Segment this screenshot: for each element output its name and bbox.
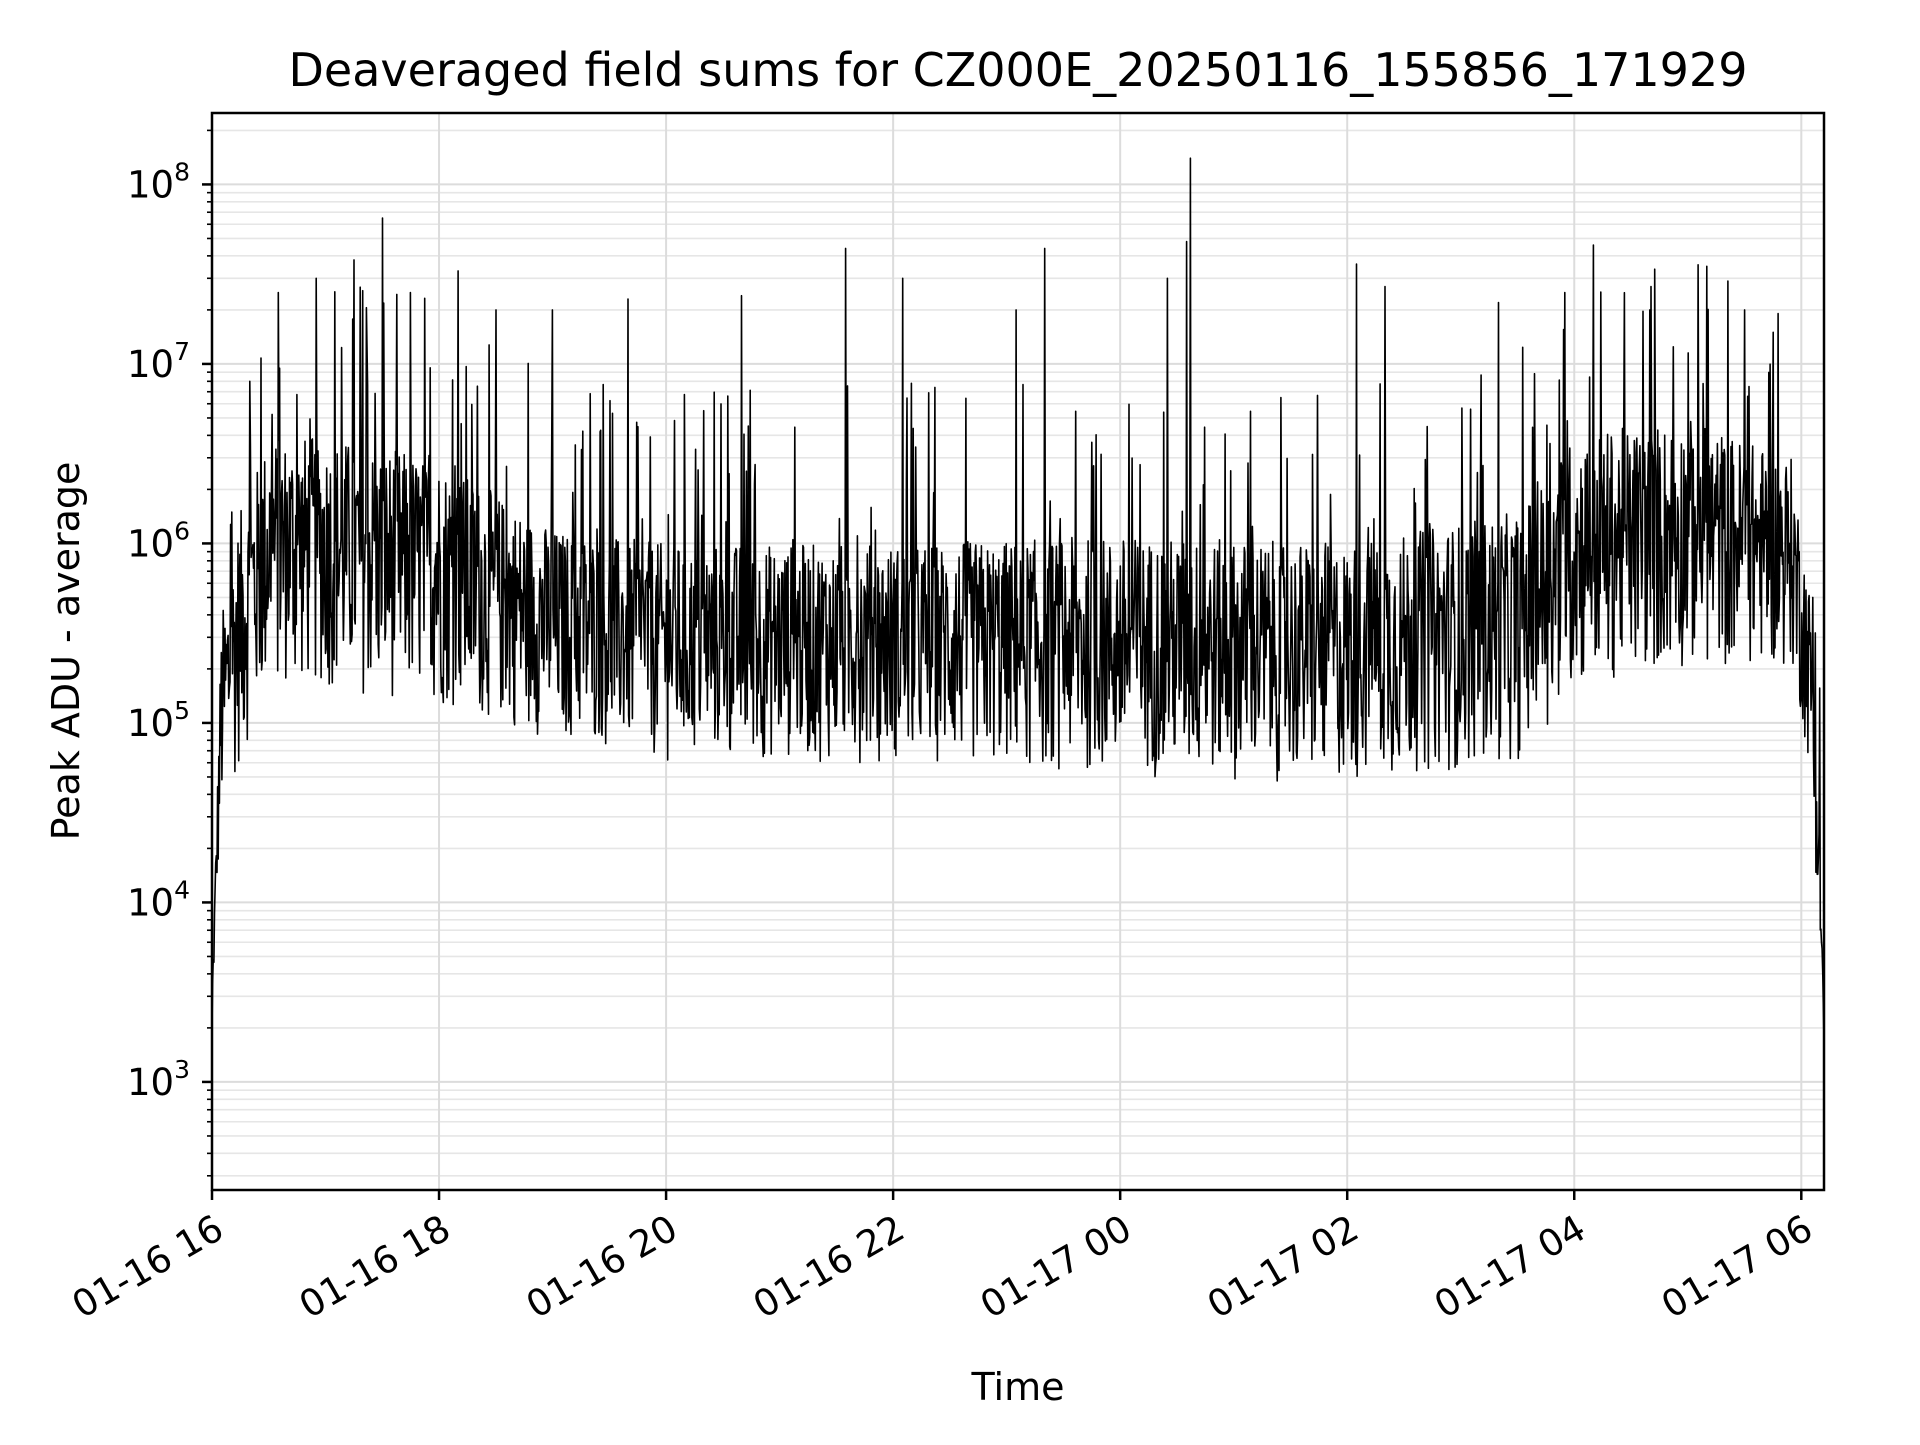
x-tick-label: 01-17 06 (1654, 1207, 1820, 1327)
plot-frame (210, 111, 1826, 1192)
x-tick-label: 01-17 04 (1427, 1207, 1593, 1327)
y-axis-label: Peak ADU - average (44, 462, 88, 841)
x-tick-label: 01-17 02 (1200, 1207, 1366, 1327)
x-tick-label: 01-16 20 (519, 1207, 685, 1327)
y-tick-base: 10 (127, 1061, 174, 1104)
y-tick-label: 107 (127, 337, 190, 386)
x-tick-label: 01-16 18 (292, 1207, 458, 1327)
series-line (211, 157, 1825, 1041)
y-tick-label: 106 (127, 516, 190, 565)
chart-title: Deaveraged field sums for CZ000E_2025011… (289, 43, 1748, 97)
x-tick-label: 01-16 22 (746, 1207, 912, 1327)
y-tick-base: 10 (127, 343, 174, 386)
y-tick-label: 103 (127, 1055, 190, 1104)
x-tick-label: 01-17 00 (973, 1207, 1139, 1327)
y-tick-exponent: 5 (174, 696, 190, 725)
plot-area (211, 157, 1825, 1041)
y-tick-base: 10 (127, 702, 174, 745)
y-tick-exponent: 8 (174, 157, 190, 186)
y-tick-exponent: 3 (174, 1055, 190, 1084)
x-tick-label: 01-16 16 (65, 1207, 231, 1327)
x-axis-label: Time (971, 1365, 1065, 1409)
y-tick-exponent: 6 (174, 516, 190, 545)
y-tick-label: 104 (127, 875, 190, 924)
y-tick-label: 108 (127, 157, 190, 206)
y-tick-exponent: 4 (174, 875, 190, 904)
grid (211, 113, 1824, 1190)
y-tick-base: 10 (127, 163, 174, 206)
y-tick-exponent: 7 (174, 337, 190, 366)
y-tick-label: 105 (127, 696, 190, 745)
y-tick-base: 10 (127, 522, 174, 565)
y-tick-base: 10 (127, 881, 174, 924)
